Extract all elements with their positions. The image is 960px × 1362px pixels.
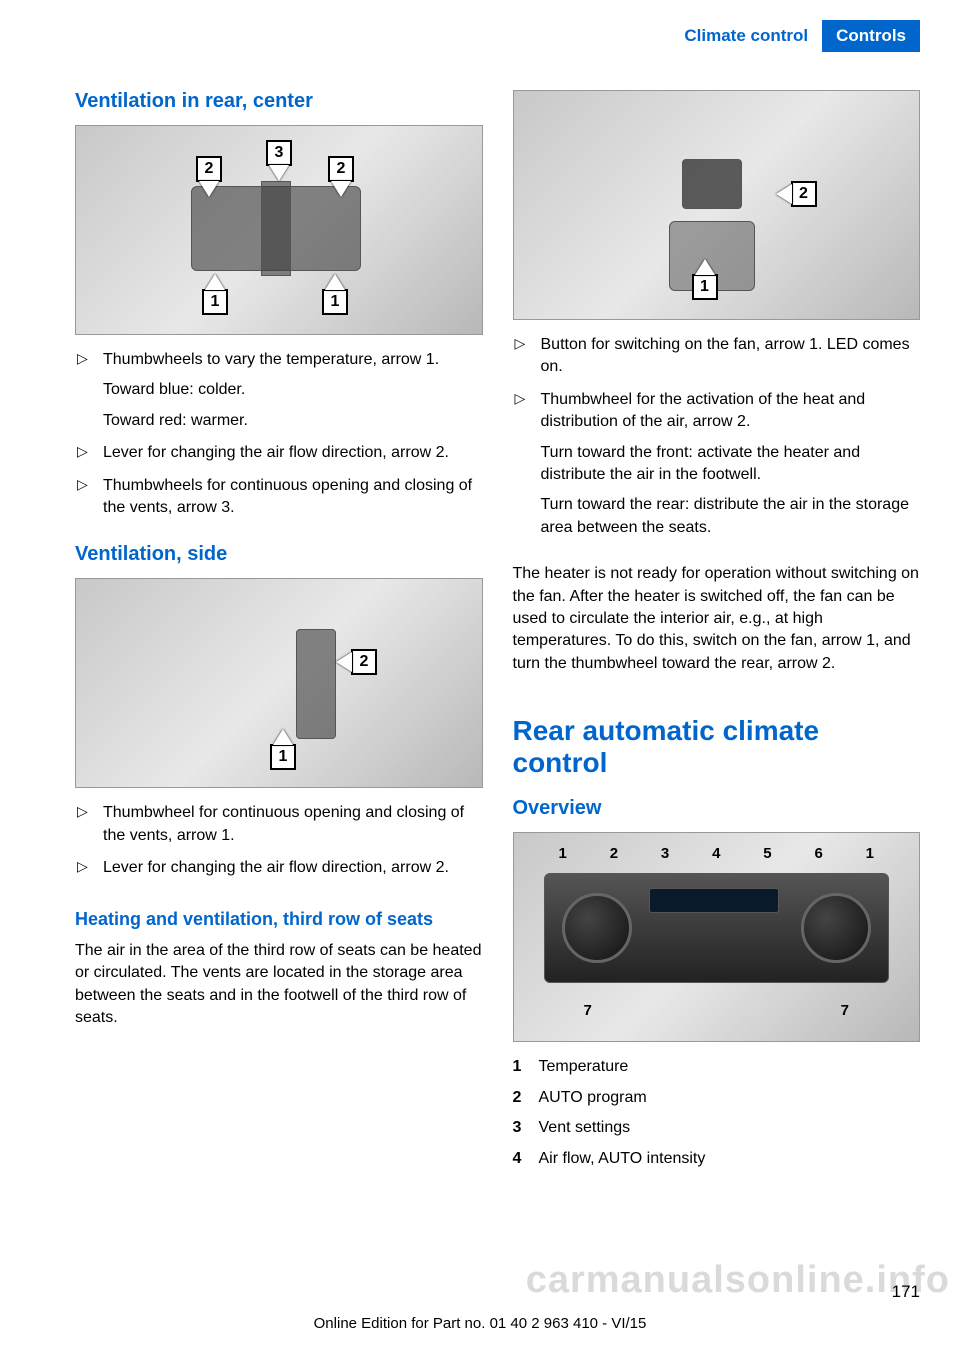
callout-number: 1 [202, 289, 228, 315]
callout-number: 2 [351, 649, 377, 675]
paragraph-third-row: The air in the area of the third row of … [75, 940, 483, 1030]
arrow-up-icon [695, 259, 715, 275]
overview-top-label: 1 [866, 845, 874, 862]
watermark-text: carmanualsonline.info [526, 1259, 950, 1302]
bullet-item: Button for switching on the fan, arrow 1… [513, 334, 921, 379]
arrow-down-icon [331, 181, 351, 197]
bullet-subtext: Turn toward the rear: distribute the air… [541, 494, 921, 539]
legend-number: 2 [513, 1087, 539, 1109]
overview-top-label: 3 [661, 845, 669, 862]
footer-edition-line: Online Edition for Part no. 01 40 2 963 … [0, 1315, 960, 1332]
figure-callout: 2 [336, 649, 377, 675]
callout-number: 3 [266, 140, 292, 166]
heading-ventilation-side: Ventilation, side [75, 543, 483, 566]
arrow-left-icon [776, 184, 792, 204]
page-header: Climate control Controls [670, 20, 920, 52]
callout-number: 2 [196, 156, 222, 182]
content-columns: Ventilation in rear, center 23211 Thumbw… [75, 90, 920, 1170]
callout-number: 2 [791, 181, 817, 207]
heading-third-row: Heating and ventilation, third row of se… [75, 908, 483, 931]
figure-callout: 3 [266, 140, 292, 181]
bullet-subtext: Toward blue: colder. [103, 379, 483, 401]
bullet-item: Lever for changing the air flow directio… [75, 857, 483, 879]
arrow-up-icon [325, 274, 345, 290]
legend-number: 3 [513, 1117, 539, 1139]
bullet-item: Thumbwheels to vary the temperature, arr… [75, 349, 483, 432]
overview-top-label: 1 [559, 845, 567, 862]
paragraph-heater-note: The heater is not ready for operation wi… [513, 563, 921, 675]
figure-rear-climate-panel: 1 2 3 4 5 6 1 7 7 [513, 832, 921, 1042]
figure-callout: 1 [322, 274, 348, 315]
list-rear-center: Thumbwheels to vary the temperature, arr… [75, 349, 483, 529]
callout-number: 1 [322, 289, 348, 315]
overview-legend-list: 1Temperature2AUTO program3Vent settings4… [513, 1056, 921, 1170]
bullet-subtext: Turn toward the front: activate the heat… [541, 442, 921, 487]
heading-overview: Overview [513, 797, 921, 820]
figure-rear-center-vents: 2 3 2 1 1 [75, 125, 483, 335]
overview-top-label: 6 [814, 845, 822, 862]
bullet-item: Thumbwheel for continuous opening and cl… [75, 802, 483, 847]
bullet-item: Lever for changing the air flow directio… [75, 442, 483, 464]
arrow-down-icon [269, 165, 289, 181]
legend-text: Temperature [539, 1056, 921, 1078]
overview-bottom-label: 7 [584, 1002, 592, 1019]
legend-text: Vent settings [539, 1117, 921, 1139]
figure-callout: 2 [776, 181, 817, 207]
header-chapter: Controls [822, 20, 920, 52]
figure-callout: 1 [692, 259, 718, 300]
arrow-up-icon [273, 729, 293, 745]
figure-side-vent: 21 [75, 578, 483, 788]
figure-callout: 1 [270, 729, 296, 770]
bullet-subtext: Toward red: warmer. [103, 410, 483, 432]
list-side-vent: Thumbwheel for continuous opening and cl… [75, 802, 483, 889]
arrow-left-icon [336, 652, 352, 672]
arrow-down-icon [199, 181, 219, 197]
legend-text: AUTO program [539, 1087, 921, 1109]
callout-number: 2 [328, 156, 354, 182]
overview-top-label: 2 [610, 845, 618, 862]
figure-callout: 1 [202, 274, 228, 315]
overview-top-label: 4 [712, 845, 720, 862]
legend-text: Air flow, AUTO intensity [539, 1148, 921, 1170]
page-number: 171 [892, 1282, 920, 1302]
heading-rear-auto-climate: Rear automatic climate control [513, 715, 921, 779]
figure-callout: 2 [328, 156, 354, 197]
arrow-up-icon [205, 274, 225, 290]
callout-number: 1 [270, 744, 296, 770]
bullet-item: Thumbwheels for continuous opening and c… [75, 475, 483, 520]
list-third-row-controls: Button for switching on the fan, arrow 1… [513, 334, 921, 549]
header-section: Climate control [670, 20, 822, 52]
legend-number: 4 [513, 1148, 539, 1170]
overview-top-label: 5 [763, 845, 771, 862]
figure-third-row-controls: 12 [513, 90, 921, 320]
heading-rear-center: Ventilation in rear, center [75, 90, 483, 113]
figure-callout: 2 [196, 156, 222, 197]
right-column: 12 Button for switching on the fan, arro… [513, 90, 921, 1170]
bullet-item: Thumbwheel for the activation of the hea… [513, 389, 921, 539]
overview-bottom-label: 7 [841, 1002, 849, 1019]
legend-number: 1 [513, 1056, 539, 1078]
callout-number: 1 [692, 274, 718, 300]
left-column: Ventilation in rear, center 23211 Thumbw… [75, 90, 483, 1170]
